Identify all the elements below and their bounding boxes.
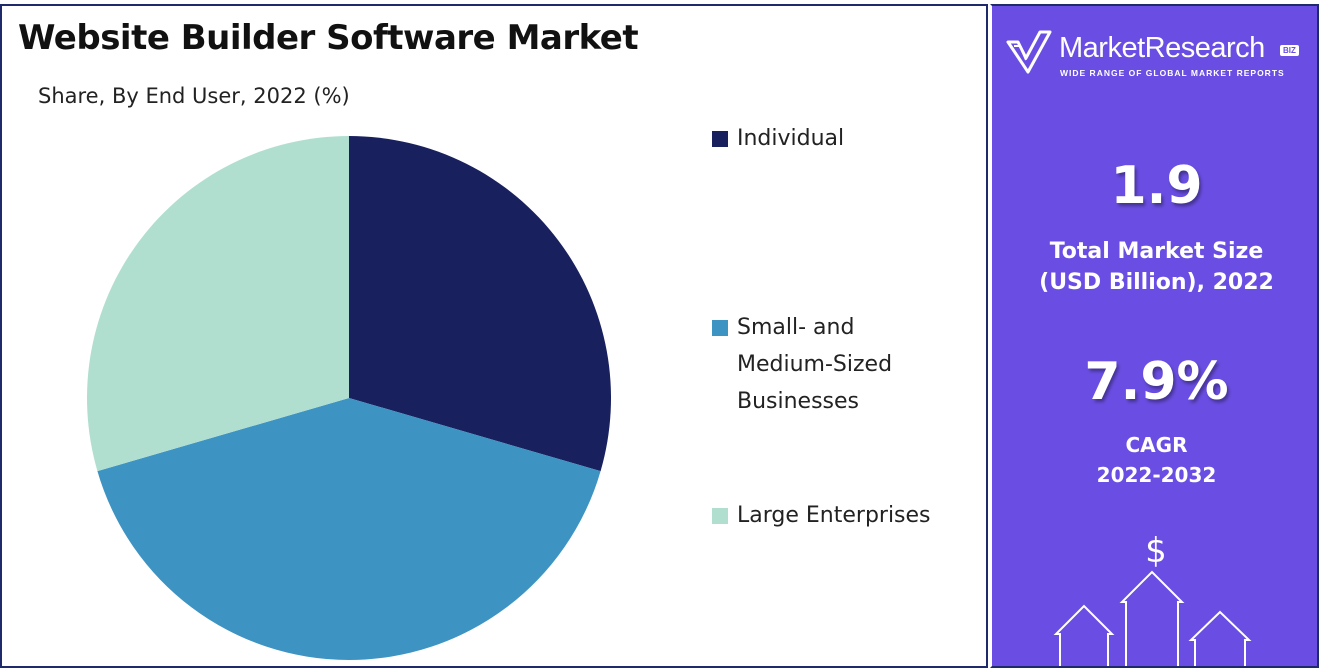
pie-chart [86, 136, 611, 660]
brand-logo: MarketResearch BIZ WIDE RANGE OF GLOBAL … [1004, 28, 1314, 88]
legend-swatch-individual [712, 131, 728, 147]
arrow-up-right-icon [1188, 610, 1252, 666]
cagr-label: CAGR [1125, 433, 1188, 457]
legend-label-line: Individual [737, 126, 845, 151]
cagr-value: 7.9% [1084, 352, 1229, 412]
legend-label-line: Small- and [737, 315, 855, 340]
legend-label-individual: Individual [737, 120, 947, 157]
brand-tagline: WIDE RANGE OF GLOBAL MARKET REPORTS [1060, 68, 1285, 78]
legend-label-line: Large Enterprises [737, 503, 931, 528]
brand-name: MarketResearch [1059, 32, 1265, 64]
legend-item-individual: Individual [712, 120, 972, 157]
arrow-up-center-icon [1119, 570, 1185, 666]
legend-item-large-enterprises: Large Enterprises [712, 497, 972, 534]
brand-badge: BIZ [1280, 45, 1299, 56]
checkmark-logo-icon [1006, 30, 1052, 74]
legend-label-line: Businesses [737, 389, 860, 414]
legend-label-smb: Small- and Medium-Sized Businesses [737, 309, 947, 420]
growth-arrows-icon: $ [1053, 531, 1252, 666]
market-size-value: 1.9 [1110, 156, 1203, 216]
chart-subtitle: Share, By End User, 2022 (%) [38, 84, 350, 108]
stats-panel: MarketResearch BIZ WIDE RANGE OF GLOBAL … [990, 4, 1319, 668]
legend-label-line: Medium-Sized [737, 352, 893, 377]
legend-label-large-enterprises: Large Enterprises [737, 497, 947, 534]
arrow-up-left-icon [1053, 604, 1115, 666]
legend-swatch-large-enterprises [712, 508, 728, 524]
legend-item-smb: Small- and Medium-Sized Businesses [712, 309, 972, 420]
cagr-period: 2022-2032 [1096, 463, 1217, 487]
chart-title: Website Builder Software Market [18, 18, 639, 58]
pie-slice-smb [97, 398, 601, 660]
market-size-label-1: Total Market Size [1049, 239, 1264, 264]
chart-panel: Website Builder Software Market Share, B… [0, 4, 988, 668]
dollar-icon: $ [1145, 531, 1167, 571]
pie-slice-individual [349, 136, 611, 472]
legend-swatch-smb [712, 320, 728, 336]
pie-slice-large-enterprises [86, 136, 349, 472]
market-size-label-2: (USD Billion), 2022 [1039, 270, 1274, 295]
